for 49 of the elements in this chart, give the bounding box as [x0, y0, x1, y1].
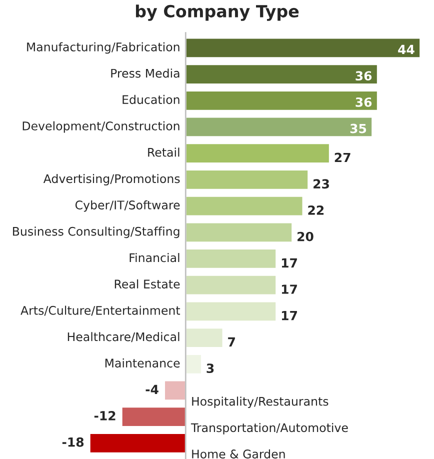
bar — [184, 300, 277, 322]
y-tick-label: Retail — [148, 148, 180, 157]
data-label: -12 — [94, 411, 116, 420]
bar — [184, 354, 202, 375]
y-tick-label: Advertising/Promotions — [43, 174, 180, 186]
bar — [184, 64, 378, 85]
y-tick-label: Business Consulting/Staffing — [13, 226, 180, 238]
data-label: -4 — [146, 384, 158, 394]
data-label: 23 — [314, 179, 329, 189]
bar — [184, 195, 304, 217]
y-tick-label: Maintenance — [105, 358, 180, 368]
data-label: 17 — [282, 311, 297, 320]
y-tick-label: Hospitality/Restaurants — [192, 396, 328, 408]
data-label: 7 — [228, 337, 235, 347]
y-tick-label: Cyber/IT/Software — [75, 200, 180, 212]
data-label: -18 — [62, 437, 84, 447]
y-tick-label: Education — [122, 94, 180, 104]
data-label: 36 — [356, 97, 372, 107]
bar — [184, 169, 309, 190]
data-label: 20 — [298, 232, 314, 242]
data-label: 22 — [308, 205, 324, 215]
bar — [88, 432, 186, 454]
bar — [184, 274, 277, 296]
y-tick-label: Manufacturing/Fabrication — [27, 42, 180, 54]
data-label: 17 — [282, 284, 297, 294]
y-tick-label: Transportation/Automotive — [190, 422, 348, 434]
y-tick-label: Healthcare/Medical — [68, 332, 180, 342]
bar — [184, 222, 293, 243]
data-label: 3 — [206, 364, 214, 374]
y-tick-label: Development/Construction — [22, 121, 180, 133]
y-tick-label: Press Media — [111, 68, 180, 78]
y-tick-label: Real Estate — [114, 279, 180, 289]
chart-title: by Company Type — [136, 4, 299, 21]
bar — [184, 90, 378, 112]
y-tick-label: Financial — [130, 253, 180, 262]
bar — [184, 327, 224, 348]
bar — [164, 380, 186, 402]
bar — [184, 248, 277, 270]
data-label: 35 — [350, 124, 366, 134]
bar — [184, 37, 421, 59]
bar — [184, 116, 373, 138]
data-label: 36 — [356, 71, 372, 81]
bar — [120, 406, 186, 428]
y-tick-label: Arts/Culture/Entertainment — [20, 306, 180, 316]
data-label: 17 — [282, 258, 297, 268]
y-tick-label: Home & Garden — [192, 449, 285, 458]
data-label: 44 — [398, 44, 414, 54]
data-label: 27 — [334, 152, 350, 162]
bar — [184, 142, 330, 164]
